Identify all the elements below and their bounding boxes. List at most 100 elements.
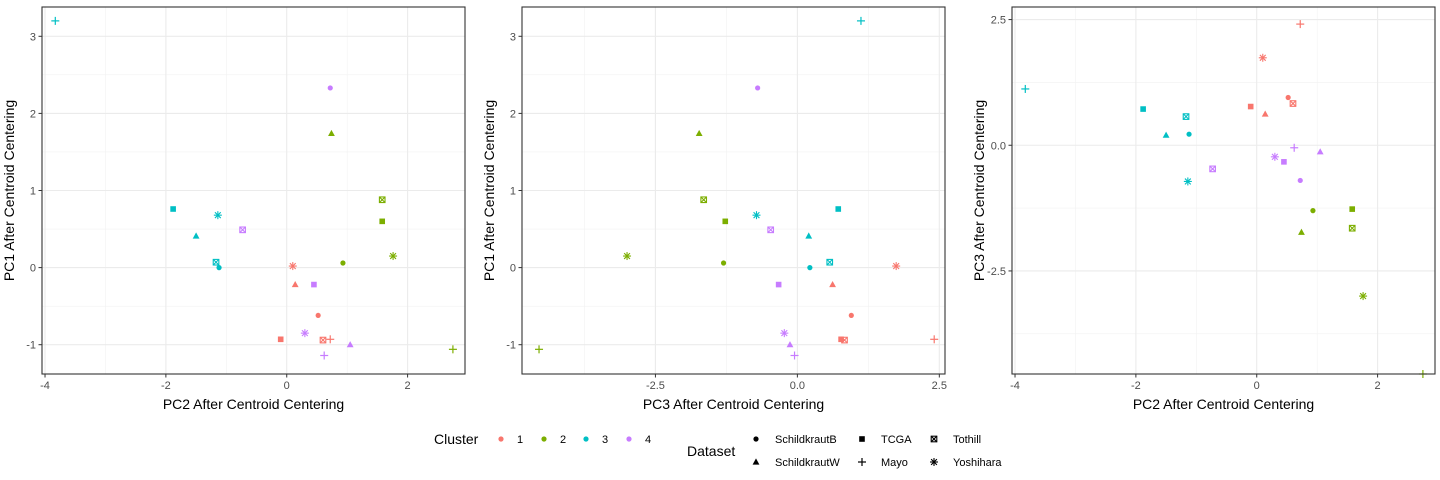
data-point [389, 252, 398, 261]
legend-cluster-label: 2 [560, 434, 566, 446]
legend-dataset-item: SchildkrautW [752, 457, 840, 469]
x-tick-label: 2 [1375, 380, 1381, 392]
data-point [892, 262, 901, 271]
data-point [1310, 208, 1316, 214]
data-points [51, 16, 457, 360]
data-point [291, 280, 299, 288]
data-point [722, 218, 729, 225]
legend-cluster-item-3: 3 [583, 434, 608, 446]
x-tick-label: -4 [1010, 380, 1020, 392]
y-axis-title: PC3 After Centroid Centering [971, 100, 987, 281]
y-axis-title: PC1 After Centroid Centering [1, 100, 17, 281]
scatter-panel-2: -2.5 0.0 2.5 -1 0 1 2 3 PC3 After Centroid Cente… [481, 6, 947, 412]
x-axis-title: PC2 After Centroid Centering [1133, 396, 1314, 412]
x-axis-title: PC2 After Centroid Centering [163, 396, 344, 412]
legend-dataset-title: Dataset [687, 443, 735, 459]
data-point [1359, 292, 1368, 301]
data-point [192, 232, 200, 239]
data-point [755, 85, 761, 91]
data-point [213, 211, 222, 220]
legend-dataset-key [753, 436, 759, 442]
y-tick-label: 2.5 [991, 15, 1006, 27]
data-point [720, 260, 727, 266]
legend-dataset-label: Yoshihara [953, 457, 1002, 469]
legend-dataset-item: TCGA [859, 434, 912, 446]
y-axis-title: PC1 After Centroid Centering [481, 100, 497, 281]
y-tick-label: -2.5 [987, 266, 1006, 278]
data-point [805, 232, 813, 239]
x-tick-label: 0 [1254, 380, 1260, 392]
data-point [379, 218, 386, 225]
data-point [1296, 20, 1305, 29]
data-point [1140, 106, 1146, 112]
data-point [1162, 131, 1170, 138]
data-point [1290, 143, 1299, 152]
legend-cluster-title: Cluster [434, 431, 479, 447]
legend-cluster: Cluster 1 2 3 4 [434, 431, 651, 447]
data-point [1285, 94, 1291, 101]
y-tick-label: 0 [30, 263, 36, 275]
data-point [780, 329, 789, 338]
data-point [752, 211, 761, 220]
data-point [311, 281, 317, 288]
data-point [346, 341, 354, 348]
y-tick-label: 0.0 [991, 140, 1006, 152]
data-point [1258, 53, 1267, 62]
legend-cluster-key [626, 436, 632, 442]
x-tick-label: 0 [284, 380, 290, 392]
x-axis-title: PC3 After Centroid Centering [643, 396, 824, 412]
data-point [1186, 131, 1192, 137]
data-point [1348, 224, 1356, 232]
legend-cluster-key [583, 436, 589, 442]
legend-cluster-key [541, 436, 547, 442]
legend-dataset-label: Tothill [953, 434, 981, 446]
legend-dataset-label: TCGA [881, 434, 912, 446]
data-point [775, 281, 782, 288]
y-tick-label: -1 [26, 340, 36, 352]
data-point [695, 129, 703, 137]
data-point [170, 206, 176, 212]
gridlines [1012, 7, 1435, 374]
data-point [1183, 177, 1192, 186]
scatter-panel-1: -4 -2 0 2 -1 0 1 2 3 PC2 After Centroid Centering… [1, 6, 466, 412]
legend-dataset-item: Tothill [930, 434, 981, 446]
data-point [319, 336, 327, 344]
data-point [1021, 84, 1030, 93]
y-tick-label: 2 [510, 108, 516, 120]
legend-dataset-key [752, 458, 760, 465]
data-point [212, 258, 220, 266]
data-point [216, 265, 222, 271]
legend-dataset-item: SchildkrautB [753, 434, 837, 446]
data-point [1289, 100, 1297, 107]
legend-dataset-key [930, 458, 938, 466]
y-tick-label: -1 [506, 340, 516, 352]
data-point [826, 258, 834, 266]
data-point [930, 335, 939, 344]
x-tick-label: 0.0 [790, 380, 805, 392]
x-tick-label: -4 [40, 380, 50, 392]
x-tick-label: -2 [1131, 380, 1141, 392]
data-point [239, 226, 246, 234]
gridlines [42, 7, 465, 374]
data-point [838, 336, 844, 343]
x-tick-label: 2 [405, 380, 411, 392]
data-point [328, 129, 335, 137]
data-points [1021, 20, 1427, 378]
gridlines [522, 7, 945, 374]
legend-dataset-key [930, 435, 938, 443]
data-point [841, 336, 848, 344]
data-point [829, 280, 836, 288]
y-tick-label: 0 [510, 263, 516, 275]
data-point [326, 335, 335, 344]
x-tick-label: -2.5 [646, 380, 665, 392]
data-point [1209, 165, 1216, 173]
data-point [340, 260, 346, 266]
data-point [1297, 177, 1303, 184]
data-point [700, 196, 708, 204]
legend-dataset-key [859, 436, 865, 442]
plot-area [1012, 7, 1435, 374]
data-point [1270, 152, 1279, 161]
data-point [288, 262, 297, 271]
data-point [315, 312, 321, 319]
